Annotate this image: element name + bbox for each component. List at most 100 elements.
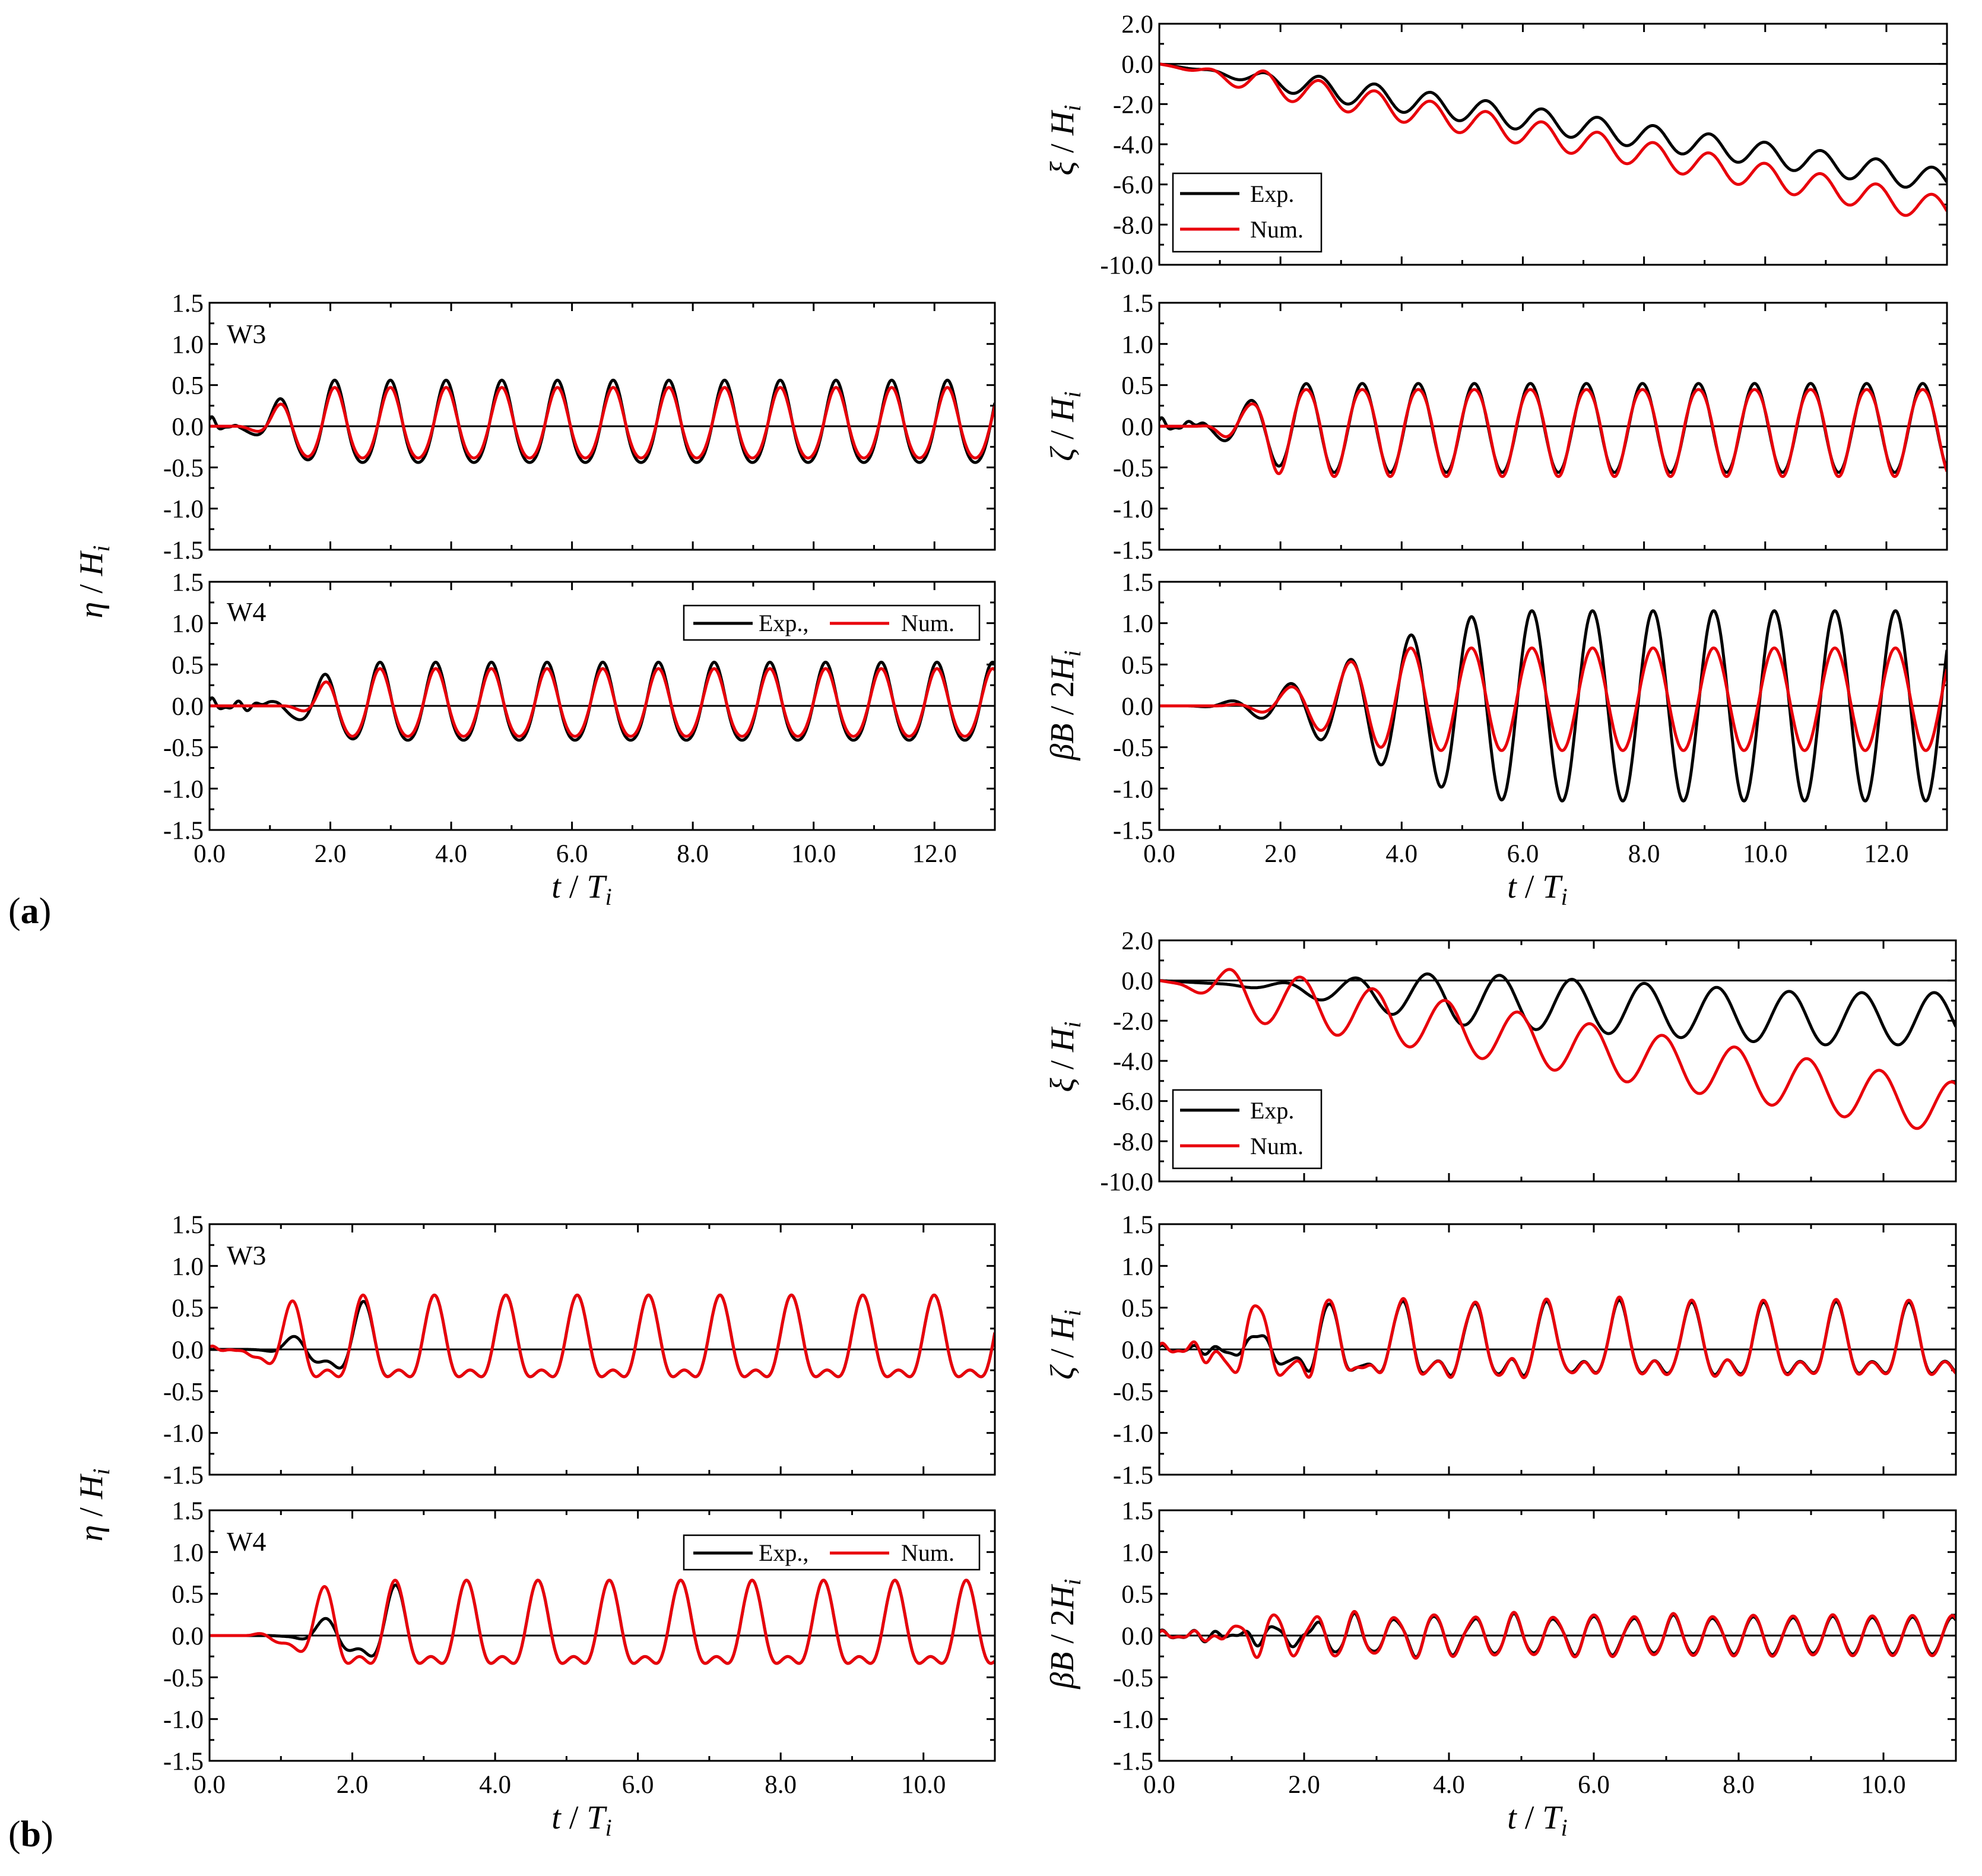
plot-frame	[1158, 1223, 1957, 1476]
y-tick-label: 0.5	[1121, 1295, 1153, 1323]
part-b: (b) 1.5 1.0 0.5 0.0 -0.5 -1.0 -1.5 1.5 1.0 0.5 0.…	[8, 927, 1957, 1855]
x-tick-label: 12.0	[912, 840, 957, 868]
y-tick-label: 1.0	[1121, 331, 1153, 359]
part-a: (a) 1.5 1.0 0.5 0.0 -0.5 -1.0 -1.5 1.5 1.0 0.5 0.…	[8, 11, 1948, 931]
eta-axis-title: η / Hi	[73, 1469, 115, 1542]
y-tick-label: -4.0	[1113, 1048, 1153, 1076]
y-tick-label: 0.0	[1121, 968, 1153, 996]
panel-a-beta: 1.51.00.50.0-0.5-1.0-1.50.0 2.0 4.0 6.0 8.0 1…	[1113, 569, 1948, 868]
y-tick-label: -0.5	[1113, 1378, 1153, 1406]
legend-exp-label: Exp.,	[759, 1539, 808, 1566]
panel-a-eta-w3: 1.5 1.0 0.5 0.0 -0.5 -1.0 -1.5	[163, 290, 996, 565]
plot-frame	[1158, 1509, 1957, 1762]
series-line-num	[1159, 62, 1947, 217]
series-line-num	[1159, 647, 1947, 752]
y-tick-label: 1.0	[1121, 1253, 1153, 1281]
x-tick-label: 10.0	[901, 1771, 946, 1799]
x-tick-label: 8.0	[765, 1771, 797, 1799]
y-tick-label: 1.5	[1121, 1211, 1153, 1239]
plot-frame	[1158, 23, 1948, 266]
x-tick-label: 8.0	[677, 840, 709, 868]
series-line-exp	[1159, 609, 1947, 803]
y-tick-label: -1.5	[163, 1462, 204, 1490]
x-tick-label: 6.0	[556, 840, 588, 868]
y-tick-label: -1.5	[163, 1748, 204, 1776]
y-tick-label: -1.5	[1113, 817, 1153, 845]
zeta-axis-title: ζ / Hi	[1044, 1310, 1086, 1380]
legend-box	[1172, 172, 1323, 253]
y-tick-label: -10.0	[1100, 1168, 1153, 1196]
y-tick-label: -1.5	[1113, 537, 1153, 565]
y-tick-label: 1.5	[172, 1211, 204, 1239]
y-tick-label: -10.0	[1100, 252, 1153, 280]
y-tick-label: 0.0	[1121, 413, 1153, 441]
y-tick-label: 1.5	[172, 569, 204, 597]
series-line-num	[210, 1293, 995, 1379]
y-tick-label: 0.0	[1121, 1623, 1153, 1650]
y-tick-label: -1.5	[1113, 1748, 1153, 1776]
y-tick-label: 1.0	[172, 1253, 204, 1281]
x-tick-label: 2.0	[337, 1771, 369, 1799]
y-tick-label: 1.0	[172, 331, 204, 359]
legend-xi: Exp. Num.	[1172, 1089, 1323, 1170]
y-tick-label: 1.5	[172, 1497, 204, 1525]
series-line-num	[1159, 968, 1956, 1130]
y-tick-label: -1.0	[1113, 496, 1153, 524]
y-tick-label: 0.0	[1121, 693, 1153, 721]
y-tick-label: -1.0	[1113, 775, 1153, 803]
xi-axis-title: ξ / Hi	[1044, 104, 1086, 175]
x-tick-label: 0.0	[194, 840, 226, 868]
x-tick-label: 6.0	[1507, 840, 1539, 868]
y-tick-label: 2.0	[1121, 927, 1153, 955]
x-tick-label: 0.0	[194, 1771, 226, 1799]
x-tick-label: 2.0	[1264, 840, 1296, 868]
y-tick-label: 0.5	[172, 372, 204, 400]
eta-axis-title: η / Hi	[73, 546, 115, 619]
panel-label-w4: W4	[227, 597, 266, 627]
zeta-axis-title: ζ / Hi	[1044, 391, 1086, 461]
legend-box	[1172, 1089, 1323, 1170]
series-line-num	[1159, 388, 1947, 478]
x-tick-label: 2.0	[315, 840, 347, 868]
series-line-num	[210, 667, 995, 738]
x-tick-label: 4.0	[1433, 1771, 1465, 1799]
y-tick-label: -1.0	[163, 496, 204, 524]
y-tick-label: -0.5	[163, 734, 204, 762]
beta-axis-title: βB / 2Hi	[1044, 650, 1086, 760]
x-tick-label: 8.0	[1723, 1771, 1755, 1799]
x-axis-title: t / Ti	[551, 1799, 611, 1841]
legend-inline: Exp., Num.	[683, 1534, 981, 1571]
y-tick-label: 0.0	[1121, 1336, 1153, 1364]
y-tick-label: 0.5	[172, 651, 204, 679]
legend-num-label: Num.	[1250, 1133, 1304, 1159]
plot-frame	[1158, 581, 1948, 831]
plot-frame	[208, 1509, 996, 1762]
y-tick-label: -8.0	[1113, 211, 1153, 239]
legend-num-label: Num.	[901, 610, 954, 636]
y-tick-label: -0.5	[163, 1664, 204, 1692]
panel-label-w3: W3	[227, 319, 266, 349]
y-tick-label: 0.0	[172, 693, 204, 721]
y-tick-label: 0.5	[172, 1295, 204, 1323]
plot-frame	[208, 581, 996, 831]
panel-label-w4: W4	[227, 1526, 266, 1557]
x-axis-title: t / Ti	[1507, 1799, 1567, 1841]
series-line-num	[1159, 1610, 1956, 1660]
legend-exp-label: Exp.,	[759, 610, 808, 636]
panel-b-beta: 1.51.00.50.0-0.5-1.0-1.50.0 2.0 4.0 6.0 8.0 1…	[1113, 1497, 1957, 1799]
plot-frame	[1158, 302, 1948, 551]
panel-b-zeta: 1.5 1.0 0.5 0.0 -0.5 -1.0 -1.5	[1113, 1211, 1957, 1490]
xi-axis-title: ξ / Hi	[1044, 1021, 1086, 1092]
x-axis-title: t / Ti	[551, 869, 611, 910]
series-line-num	[210, 386, 995, 460]
panel-b-eta-w3: 1.5 1.0 0.5 0.0 -0.5 -1.0 -1.5	[163, 1211, 996, 1490]
y-tick-label: -2.0	[1113, 91, 1153, 119]
y-tick-label: -0.5	[163, 454, 204, 482]
y-tick-label: 1.0	[1121, 610, 1153, 638]
y-tick-label: 0.5	[1121, 372, 1153, 400]
y-tick-label: 2.0	[1121, 11, 1153, 39]
x-tick-label: 6.0	[622, 1771, 654, 1799]
y-tick-label: -6.0	[1113, 1088, 1153, 1116]
